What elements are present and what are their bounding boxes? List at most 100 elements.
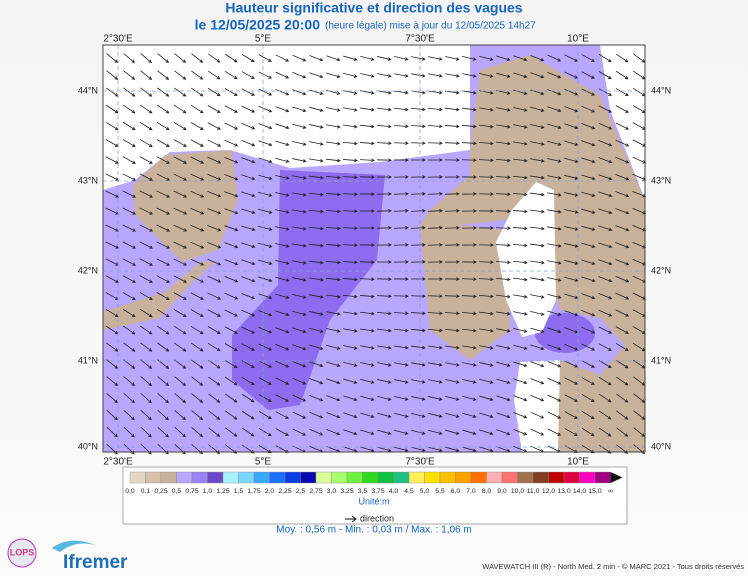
wave-arrow: [564, 88, 579, 96]
wave-arrow: [207, 242, 222, 249]
wave-arrow: [445, 412, 460, 418]
wave-arrow: [462, 362, 477, 367]
wave-arrow: [479, 362, 494, 367]
wave-arrow: [461, 141, 477, 146]
wave-arrow: [513, 328, 528, 333]
wave-arrow: [444, 294, 460, 298]
wave-arrow: [140, 342, 153, 352]
wave-arrow: [140, 409, 152, 421]
wave-arrow: [393, 175, 409, 179]
wave-arrow: [325, 243, 341, 248]
wave-arrow: [411, 73, 426, 78]
wave-arrow: [122, 325, 136, 335]
lat-label: 42°N: [651, 265, 671, 275]
wave-arrow: [598, 208, 613, 215]
wave-arrow: [241, 377, 255, 386]
wave-arrow: [411, 56, 426, 61]
wave-arrow: [190, 207, 205, 215]
wave-arrow: [598, 259, 613, 266]
wave-arrow: [139, 121, 153, 131]
wave-arrow: [581, 88, 596, 96]
legend-label: 1,5: [234, 488, 244, 495]
wave-arrow: [343, 412, 358, 419]
wave-arrow: [156, 173, 170, 181]
wave-arrow: [224, 292, 239, 300]
wave-arrow: [377, 446, 392, 452]
wave-arrow: [207, 342, 221, 352]
wave-arrow: [190, 292, 204, 300]
wave-arrow: [208, 393, 221, 403]
wave-arrow: [173, 325, 187, 335]
wave-arrow: [462, 90, 477, 95]
wave-arrow: [139, 241, 154, 249]
wave-arrow: [258, 191, 273, 197]
wave-arrow: [461, 175, 477, 179]
legend-label: 0,5: [172, 488, 182, 495]
wave-arrow: [140, 87, 153, 97]
wave-arrow: [547, 158, 562, 163]
wave-arrow: [156, 121, 170, 131]
wave-arrow: [479, 378, 494, 384]
wave-arrow: [156, 258, 170, 266]
wave-arrow: [139, 207, 154, 215]
wave-arrow: [106, 376, 119, 386]
wave-arrow: [598, 105, 613, 113]
wave-arrow: [122, 241, 137, 249]
wave-arrow: [615, 225, 630, 232]
wave-arrow: [377, 362, 392, 367]
legend-swatch: [470, 471, 487, 484]
wave-arrow: [343, 395, 358, 402]
date: le 12/05/2025 20:00: [195, 17, 321, 33]
wave-arrow: [564, 343, 579, 351]
wave-arrow: [513, 277, 528, 282]
wave-arrow: [292, 428, 307, 436]
legend-label: 12,0: [542, 488, 555, 495]
wave-arrow: [598, 139, 613, 147]
wave-arrow: [342, 192, 358, 196]
wave-arrow: [275, 54, 290, 62]
wave-arrow: [174, 427, 186, 438]
lon-label: 7°30'E: [405, 457, 435, 468]
wave-arrow: [360, 378, 375, 384]
arrow-field: [105, 53, 647, 455]
wave-arrow: [393, 158, 409, 162]
wave-arrow: [530, 209, 545, 214]
wave-arrow: [309, 192, 324, 197]
wave-arrow: [292, 209, 307, 214]
wave-arrow: [275, 140, 290, 146]
wave-arrow: [190, 156, 205, 164]
wave-arrow: [581, 54, 595, 62]
land-zone: [420, 225, 510, 360]
legend-label: 14,0: [573, 488, 586, 495]
wave-arrow: [478, 294, 494, 299]
wave-arrow: [207, 122, 221, 130]
wave-arrow: [207, 326, 221, 334]
wave-arrow: [325, 226, 341, 231]
wave-arrow: [191, 53, 204, 63]
wave-arrow: [139, 190, 154, 198]
wave-arrow: [173, 156, 187, 164]
wave-arrow: [275, 226, 290, 231]
wave-arrow: [241, 88, 255, 96]
wave-arrow: [122, 104, 136, 114]
wave-arrow: [444, 226, 460, 230]
wave-arrow: [547, 192, 562, 197]
wave-arrow: [479, 412, 494, 419]
wave-arrow: [461, 158, 477, 162]
wave-arrow: [207, 258, 222, 266]
wave-arrow: [190, 122, 204, 130]
lon-label: 10°E: [567, 34, 589, 45]
wave-arrow: [156, 224, 171, 232]
wave-arrow: [275, 260, 290, 265]
wave-arrow: [360, 345, 375, 350]
wave-arrow: [410, 107, 426, 112]
wave-arrow: [394, 73, 409, 78]
wave-arrow: [479, 446, 494, 453]
wave-arrow: [394, 56, 409, 61]
wave-arrow: [461, 209, 477, 213]
wave-arrow: [411, 345, 426, 350]
wave-arrow: [359, 192, 375, 196]
wave-arrow: [122, 156, 136, 164]
wave-arrow: [427, 277, 443, 281]
wave-arrow: [140, 53, 152, 64]
